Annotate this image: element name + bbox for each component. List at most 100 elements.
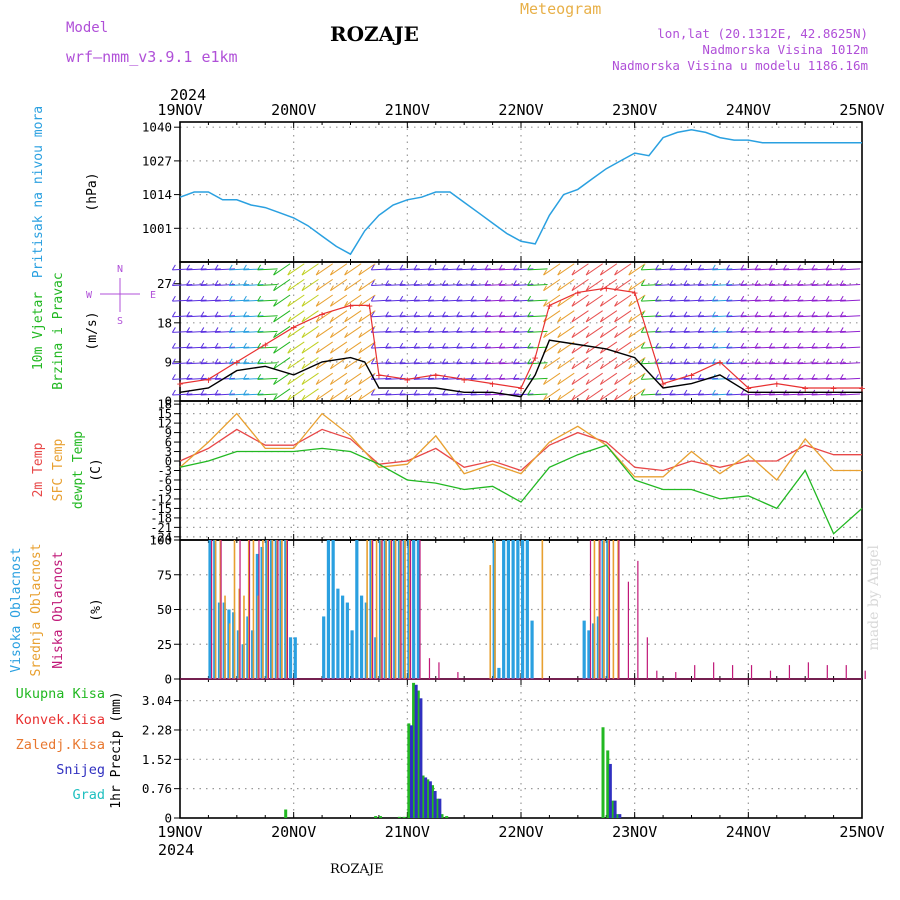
wind-barb: [740, 299, 761, 302]
wind-barb: [811, 330, 832, 333]
wind-barb: [499, 284, 520, 287]
wind-barb-flag: [726, 311, 730, 318]
wind-barb: [470, 330, 491, 333]
wind-barb: [385, 346, 406, 349]
cloud-bar-3: [457, 672, 459, 679]
wind-gust-marker: +: [319, 308, 326, 321]
wind-barb: [200, 362, 221, 365]
wind-barb: [243, 315, 264, 318]
wind-barb: [273, 341, 291, 354]
cloud-bar-3: [409, 540, 412, 679]
wind-barb-flag: [512, 358, 517, 364]
wind-barb: [669, 393, 690, 396]
wind-barb-flag: [640, 389, 645, 396]
cloud-bar-1: [516, 540, 520, 679]
wind-barb-flag: [399, 327, 404, 333]
precip-legend-item: Konvek.Kisa: [16, 712, 105, 728]
cloud-bar-2: [541, 540, 544, 679]
precip-bar-1: [378, 816, 382, 818]
wind-barb: [186, 362, 207, 365]
y-tick-label: -6: [158, 473, 172, 487]
wind-barb: [683, 377, 704, 380]
cloud-bar-2: [375, 540, 378, 679]
wind-barb-flag: [571, 301, 576, 307]
wind-barb: [655, 362, 676, 365]
y-tick-label: -12: [150, 492, 172, 506]
wind-barb: [655, 299, 676, 302]
wind-barb-flag: [512, 295, 517, 302]
temperature-panel: [174, 400, 863, 541]
precip-bar-1: [412, 682, 416, 818]
wind-barb: [628, 357, 646, 370]
cloud-bar-2: [214, 540, 217, 679]
wind-barb: [769, 268, 790, 271]
wind-barb: [527, 315, 548, 318]
wind-barb-flag: [273, 347, 278, 354]
wind-barb-flag: [683, 389, 688, 396]
wind-barb-flag: [543, 379, 547, 385]
wind-barb-flag: [427, 342, 432, 349]
wind-barb: [655, 377, 676, 380]
wind-barb-flag: [797, 342, 801, 349]
wind-barb-flag: [557, 332, 562, 338]
wind-barb-flag: [484, 280, 489, 286]
cloud-bar-2: [219, 540, 222, 679]
wind-barb-flag: [683, 280, 688, 286]
wind-barb-flag: [498, 327, 503, 333]
cloud-bar-3: [731, 665, 734, 679]
wind-barb-flag: [242, 374, 247, 380]
wind-barb-flag: [655, 295, 659, 302]
wind-barb: [385, 268, 406, 271]
wind-barb-flag: [344, 316, 349, 323]
wind-barb: [641, 284, 662, 287]
wind-barb: [614, 325, 632, 338]
wind-barb-flag: [640, 358, 645, 364]
wind-barb: [330, 341, 348, 354]
wind-barb-flag: [344, 301, 349, 307]
wind-barb: [358, 357, 376, 370]
wind-barb: [641, 315, 662, 318]
cloud-bar-2: [366, 540, 368, 679]
wind-barb: [628, 263, 646, 276]
wind-barb-flag: [640, 327, 645, 333]
wind-barb-flag: [399, 342, 404, 349]
wind-barb: [557, 263, 575, 276]
wind-barb-flag: [413, 358, 418, 364]
cloud-bar-1: [288, 637, 293, 679]
wind-barb: [385, 393, 406, 396]
wind-barb: [499, 377, 520, 380]
time-tick-label-bottom: 21NOV: [385, 823, 430, 841]
wind-barb: [769, 284, 790, 287]
wind-barb-flag: [344, 332, 349, 338]
wind-barb: [214, 315, 236, 318]
wind-barb-flag: [301, 332, 306, 338]
wind-barb-flag: [512, 264, 517, 271]
wind-barb: [585, 357, 603, 370]
wind-barb: [358, 294, 376, 307]
cloud-bar-3: [390, 540, 393, 679]
wind-barb: [712, 284, 733, 287]
wind-barb-flag: [399, 280, 404, 286]
wind-gust-line: [179, 287, 862, 389]
wind-barb-flag: [287, 269, 292, 276]
wind-barb-flag: [797, 280, 801, 286]
wind-barb: [543, 341, 561, 354]
wind-gust-marker: +: [262, 339, 269, 352]
precip-bar-2: [438, 798, 442, 818]
cloud-bar-2: [404, 540, 406, 679]
wind-barb: [527, 362, 548, 365]
wind-barb-flag: [456, 342, 460, 349]
precip-legend-item: Grad: [72, 787, 105, 803]
wind-barb: [740, 315, 761, 318]
wind-barb: [499, 346, 520, 349]
y-tick-label: 75: [157, 567, 172, 582]
wind-barb-flag: [655, 374, 659, 380]
y-tick-label: -15: [150, 502, 172, 516]
wind-barb: [825, 393, 846, 396]
wind-barb-flag: [470, 264, 475, 271]
wind-barb-flag: [470, 374, 475, 380]
wind-barb: [585, 278, 603, 292]
wind-barb: [712, 299, 733, 302]
precip-bar-1: [601, 727, 605, 818]
wind-barb-flag: [697, 280, 702, 286]
